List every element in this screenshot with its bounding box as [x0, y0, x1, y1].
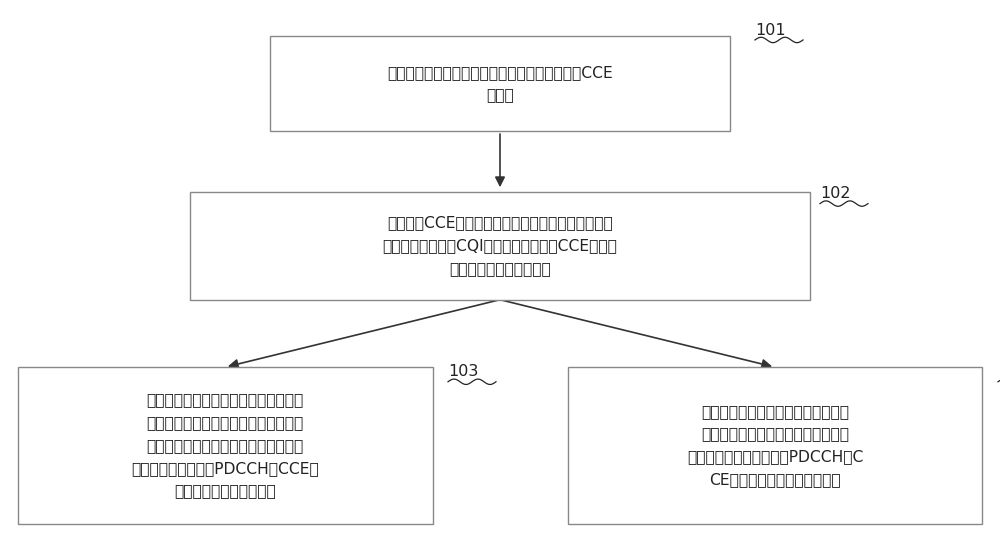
- Text: 102: 102: [820, 186, 850, 201]
- Text: 若所述终端的目标频谱效率大于或等于
频谱效率阈值，且所述第一参数大于或
等于预设的第一参数阈值，将所述终端
的物理下行控制信道PDCCH的CCE聚
合等级降低第: 若所述终端的目标频谱效率大于或等于 频谱效率阈值，且所述第一参数大于或 等于预设…: [131, 393, 319, 498]
- FancyBboxPatch shape: [568, 367, 982, 524]
- Text: 103: 103: [448, 364, 478, 380]
- Text: 101: 101: [755, 23, 786, 38]
- Text: 确定终端所在小区的每个时隙内的控制信道单元CCE
占用率: 确定终端所在小区的每个时隙内的控制信道单元CCE 占用率: [387, 65, 613, 103]
- Text: 根据所述CCE占用率以及预设的占用率阈值，确定在
当前信道质量指示CQI上报周期内，所述CCE占用率
的第一参数以及第二参数: 根据所述CCE占用率以及预设的占用率阈值，确定在 当前信道质量指示CQI上报周期…: [383, 215, 617, 276]
- FancyBboxPatch shape: [270, 37, 730, 131]
- Text: 若所述目标频谱效率小于频谱效率阈
值，且所述第二参数小于预设的第二
参数阈值，将所述终端的PDCCH的C
CE聚合等级升高第二预设等级: 若所述目标频谱效率小于频谱效率阈 值，且所述第二参数小于预设的第二 参数阈值，将…: [687, 404, 863, 487]
- FancyBboxPatch shape: [18, 367, 432, 524]
- Text: 104: 104: [998, 364, 1000, 380]
- FancyBboxPatch shape: [190, 192, 810, 300]
